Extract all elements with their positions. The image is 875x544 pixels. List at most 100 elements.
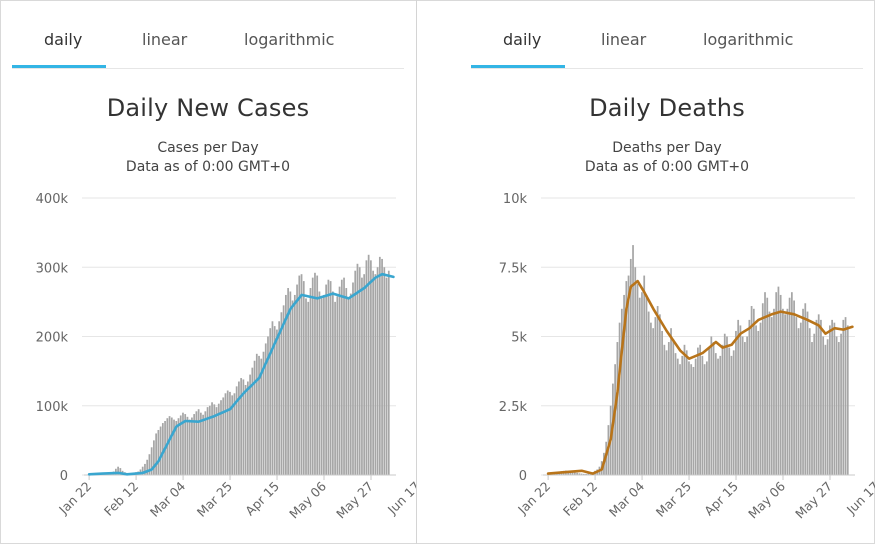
bar <box>811 342 813 475</box>
bar <box>569 471 572 475</box>
bar <box>755 325 757 475</box>
bar <box>374 274 377 475</box>
bar <box>835 336 838 475</box>
bar <box>325 284 328 475</box>
bar <box>634 267 637 475</box>
x-tick-label: Jun 17 <box>384 479 416 518</box>
bar <box>797 328 800 475</box>
panel-daily-deaths: daily linear logarithmic Daily Deaths De… <box>459 0 875 544</box>
bar <box>242 379 245 475</box>
bar <box>278 321 281 475</box>
bar <box>345 288 348 475</box>
tab-linear[interactable]: linear <box>601 30 647 49</box>
bar <box>829 325 831 475</box>
y-tick-label: 300k <box>36 261 69 276</box>
bar <box>231 395 234 475</box>
bar <box>710 336 713 475</box>
bar <box>372 270 374 475</box>
bar <box>387 270 390 475</box>
bar <box>240 378 243 475</box>
tab-linear[interactable]: linear <box>142 30 188 49</box>
bar <box>365 260 368 475</box>
bar <box>314 272 316 475</box>
bar <box>667 342 670 475</box>
bar <box>721 344 724 475</box>
bar <box>213 404 216 475</box>
x-tick-label: May 06 <box>745 478 788 521</box>
bar <box>251 367 254 475</box>
bar <box>768 311 771 475</box>
bar <box>676 358 679 475</box>
bar <box>623 294 625 475</box>
bar <box>694 358 697 475</box>
bar <box>647 311 650 475</box>
bar <box>585 473 587 475</box>
bar <box>846 325 849 475</box>
bar <box>761 303 764 475</box>
bar <box>759 322 762 475</box>
bar <box>739 325 742 475</box>
bar <box>573 472 576 475</box>
bar <box>267 336 269 475</box>
bar <box>578 473 581 475</box>
bar <box>173 419 175 475</box>
tab-daily[interactable]: daily <box>503 30 542 49</box>
bar <box>244 384 247 475</box>
bar <box>175 420 178 475</box>
bar <box>674 353 677 475</box>
bar <box>249 374 251 475</box>
bar <box>804 303 807 475</box>
bar <box>737 319 740 475</box>
bar <box>685 350 688 475</box>
bar <box>296 284 298 475</box>
bar <box>334 301 336 475</box>
bar <box>155 433 157 475</box>
bar <box>264 343 267 475</box>
bar <box>208 405 211 475</box>
bar <box>714 353 717 475</box>
bar <box>276 329 278 475</box>
bar <box>222 397 225 475</box>
bar <box>157 429 160 475</box>
bar <box>144 463 146 475</box>
bar <box>150 447 153 475</box>
bar <box>370 260 372 475</box>
bar <box>318 291 321 475</box>
bar <box>690 364 693 475</box>
y-tick-label: 100k <box>36 400 69 415</box>
data-as-of-label: Data as of 0:00 GMT+0 <box>125 159 291 175</box>
bar <box>712 342 715 475</box>
bar <box>349 293 352 475</box>
bar <box>381 258 383 475</box>
tab-logarithmic[interactable]: logarithmic <box>703 30 794 49</box>
bar <box>831 319 833 475</box>
bar <box>806 311 809 475</box>
bar <box>683 344 686 475</box>
data-as-of-label: Data as of 0:00 GMT+0 <box>584 159 750 175</box>
y-tick-label: 7.5k <box>499 261 528 276</box>
bar <box>316 275 319 475</box>
y-tick-label: 10k <box>503 192 528 207</box>
tab-logarithmic[interactable]: logarithmic <box>244 30 335 49</box>
bar <box>571 471 574 475</box>
bar <box>170 417 173 475</box>
bar <box>790 292 793 475</box>
bar <box>741 336 744 475</box>
bar <box>744 342 746 475</box>
bar <box>705 361 708 475</box>
tab-daily[interactable]: daily <box>44 30 83 49</box>
bar <box>688 361 690 475</box>
bar <box>826 339 829 475</box>
bar <box>697 347 699 475</box>
x-tick-label: Mar 04 <box>147 478 188 519</box>
bar <box>793 300 795 475</box>
bar <box>837 342 840 475</box>
bar <box>177 418 180 475</box>
y-tick-label: 0 <box>60 469 68 484</box>
bar <box>799 322 802 475</box>
bar <box>815 319 818 475</box>
bar <box>726 336 728 475</box>
bar <box>148 454 151 475</box>
bar <box>661 330 663 475</box>
bar <box>235 386 238 475</box>
